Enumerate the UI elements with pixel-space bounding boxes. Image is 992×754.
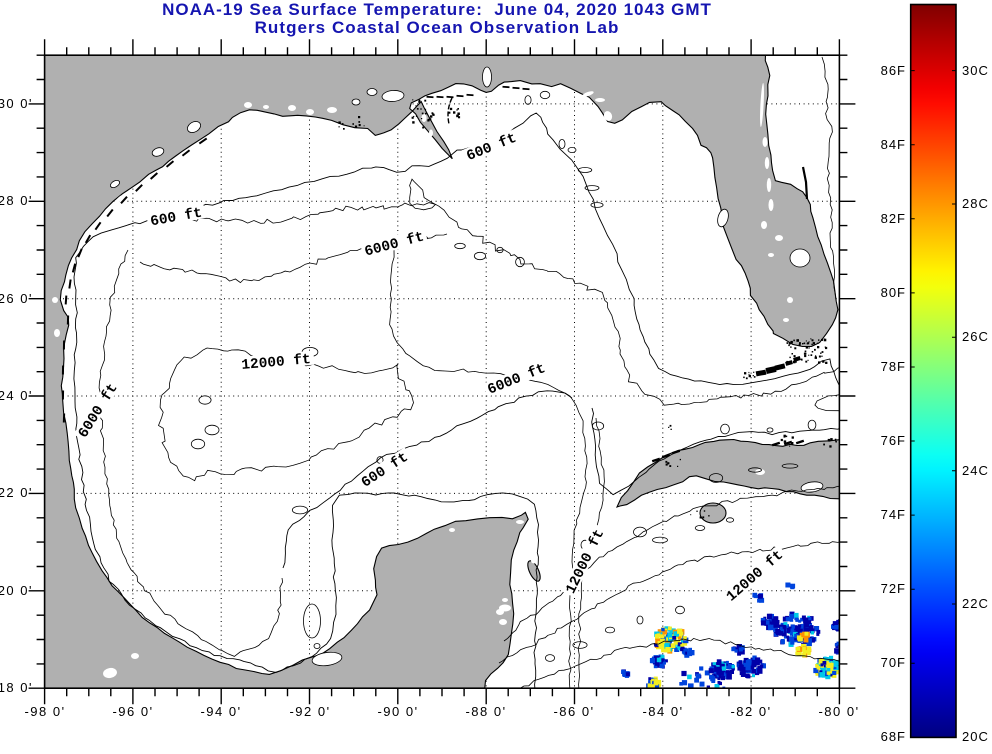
- svg-text:20 0': 20 0': [0, 583, 33, 598]
- svg-text:22C: 22C: [962, 596, 989, 611]
- svg-text:68F: 68F: [881, 729, 906, 744]
- svg-text:72F: 72F: [881, 581, 906, 596]
- svg-text:30 0': 30 0': [0, 96, 33, 111]
- svg-text:-88 0': -88 0': [465, 704, 506, 719]
- svg-text:26 0': 26 0': [0, 291, 33, 306]
- svg-text:22 0': 22 0': [0, 485, 33, 500]
- svg-text:12000 ft: 12000 ft: [241, 352, 312, 374]
- svg-text:24 0': 24 0': [0, 388, 33, 403]
- svg-text:26C: 26C: [962, 329, 989, 344]
- svg-text:82F: 82F: [881, 211, 906, 226]
- svg-text:86F: 86F: [881, 63, 906, 78]
- svg-text:-98 0': -98 0': [24, 704, 65, 719]
- svg-text:28C: 28C: [962, 196, 989, 211]
- svg-text:-90 0': -90 0': [377, 704, 418, 719]
- svg-text:18 0': 18 0': [0, 680, 33, 695]
- svg-text:-86 0': -86 0': [553, 704, 594, 719]
- svg-text:84F: 84F: [881, 137, 906, 152]
- svg-text:78F: 78F: [881, 359, 906, 374]
- svg-text:Rutgers Coastal Ocean Observat: Rutgers Coastal Ocean Observation Lab: [255, 18, 620, 37]
- svg-text:20C: 20C: [962, 729, 989, 744]
- svg-text:-92 0': -92 0': [289, 704, 330, 719]
- svg-text:28 0': 28 0': [0, 193, 33, 208]
- svg-text:70F: 70F: [881, 655, 906, 670]
- svg-text:-80 0': -80 0': [818, 704, 859, 719]
- svg-text:-84 0': -84 0': [642, 704, 683, 719]
- svg-text:-94 0': -94 0': [200, 704, 241, 719]
- svg-text:-96 0': -96 0': [112, 704, 153, 719]
- svg-text:24C: 24C: [962, 463, 989, 478]
- svg-text:-82 0': -82 0': [730, 704, 771, 719]
- svg-text:76F: 76F: [881, 433, 906, 448]
- svg-text:30C: 30C: [962, 63, 989, 78]
- svg-text:80F: 80F: [881, 285, 906, 300]
- svg-text:74F: 74F: [881, 507, 906, 522]
- svg-text:NOAA-19 Sea Surface Temperatur: NOAA-19 Sea Surface Temperature: June 04…: [162, 0, 712, 19]
